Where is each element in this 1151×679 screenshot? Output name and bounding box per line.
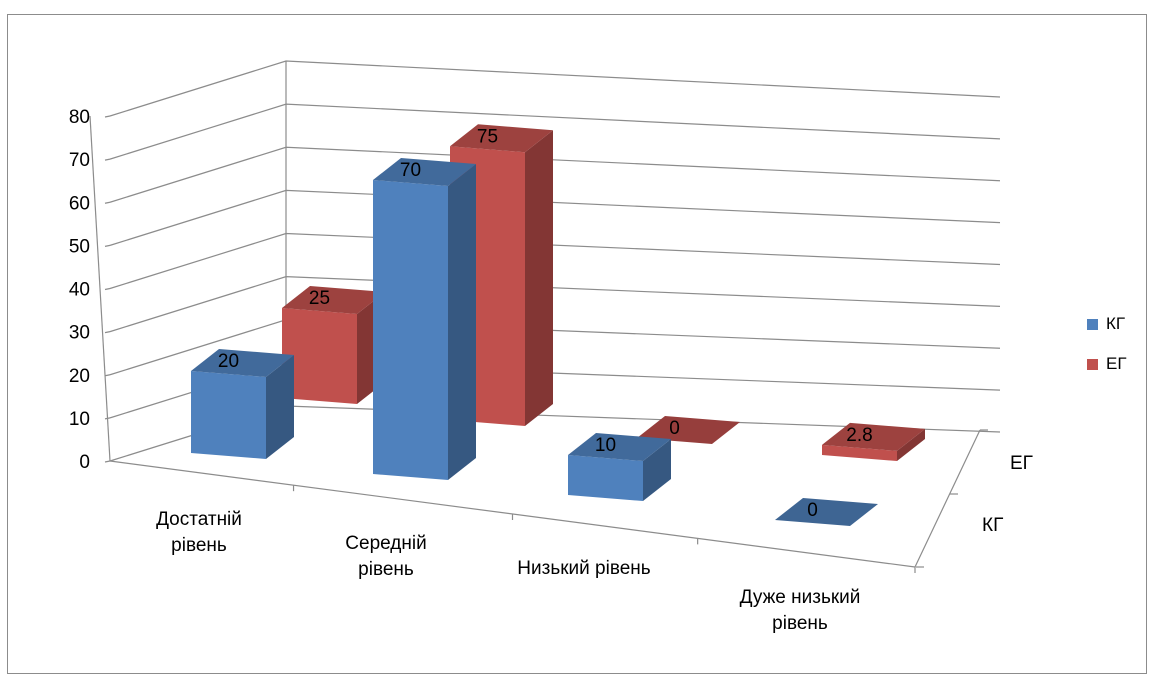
gridline — [109, 103, 1001, 160]
bar-front-face — [568, 455, 643, 501]
data-label: 10 — [595, 435, 616, 456]
bar-top-face — [373, 158, 476, 186]
bar-top-face — [450, 124, 553, 153]
gridline — [109, 276, 1001, 333]
data-label: 20 — [218, 351, 239, 372]
bar-top-face — [775, 498, 878, 526]
y-tick-label: 10 — [69, 409, 90, 430]
legend-swatch-eg — [1087, 358, 1098, 370]
labels: 0 10 20 30 40 50 60 70 80 25 75 0 2.8 20 70 10 0 Достатні… — [69, 107, 1033, 634]
legend-item-kg: КГ — [1087, 313, 1127, 335]
y-tick-label: 50 — [69, 236, 90, 257]
gridline — [109, 60, 1001, 117]
gridline — [109, 189, 1001, 246]
gridline — [109, 146, 1001, 203]
legend-item-eg: ЕГ — [1087, 353, 1127, 375]
y-tick-mark — [104, 244, 111, 247]
bar-side-face — [643, 439, 671, 501]
data-label: 0 — [807, 500, 818, 521]
bar-eg-1 — [282, 286, 385, 404]
y-tick-mark — [104, 115, 111, 118]
bar-top-face — [282, 286, 385, 314]
bar-front-face — [373, 180, 448, 480]
bar-eg-3 — [637, 416, 740, 444]
bars — [191, 124, 925, 526]
bar-kg-3 — [568, 433, 671, 501]
category-label: Середній рівень — [345, 533, 426, 580]
legend-label-eg: ЕГ — [1106, 354, 1127, 373]
bar-side-face — [897, 428, 925, 461]
y-tick-mark — [104, 158, 111, 161]
bar-front-face — [282, 308, 357, 404]
y-tick-label: 0 — [79, 452, 90, 473]
y-tick-mark — [104, 287, 111, 291]
chart-frame — [7, 14, 1147, 674]
bar-eg-4 — [822, 422, 925, 461]
bar-side-face — [448, 164, 476, 480]
y-tick-label: 70 — [69, 150, 90, 171]
bar-kg-2 — [373, 158, 476, 480]
category-label: Достатній рівень — [156, 509, 242, 556]
y-tick-label: 20 — [69, 366, 90, 387]
y-tick-label: 40 — [69, 280, 90, 301]
y-tick-mark — [104, 201, 111, 204]
depth-axis-line — [914, 429, 981, 568]
y-tick-mark — [104, 331, 111, 334]
bar-top-face — [191, 349, 294, 377]
bar-kg-1 — [191, 349, 294, 459]
bar-top-face — [568, 433, 671, 461]
depth-label: КГ — [982, 515, 1003, 536]
y-tick-label: 30 — [69, 323, 90, 344]
data-label: 70 — [400, 160, 421, 181]
data-label: 2.8 — [846, 425, 872, 446]
data-label: 25 — [309, 288, 330, 309]
legend-swatch-kg — [1087, 318, 1098, 330]
depth-label: ЕГ — [1010, 453, 1033, 474]
legend-label-kg: КГ — [1106, 314, 1126, 333]
y-tick-mark — [104, 460, 111, 463]
bar-front-face — [191, 371, 266, 459]
data-label: 75 — [477, 126, 498, 147]
bar-side-face — [525, 130, 553, 426]
bar-kg-4 — [775, 498, 878, 526]
category-label: Дуже низький рівень — [740, 587, 861, 634]
bar-side-face — [266, 355, 294, 459]
category-label: Низький рівень — [517, 558, 650, 579]
bar-top-face — [637, 416, 740, 444]
gridline — [109, 232, 1001, 290]
legend: КГ ЕГ — [1087, 313, 1127, 393]
bar-top-face — [822, 422, 925, 451]
y-tick-label: 60 — [69, 193, 90, 214]
y-axis-line — [89, 115, 111, 462]
data-label: 0 — [669, 418, 680, 439]
y-tick-label: 80 — [69, 107, 90, 128]
y-tick-mark — [104, 374, 111, 377]
bar-front-face — [822, 444, 897, 461]
